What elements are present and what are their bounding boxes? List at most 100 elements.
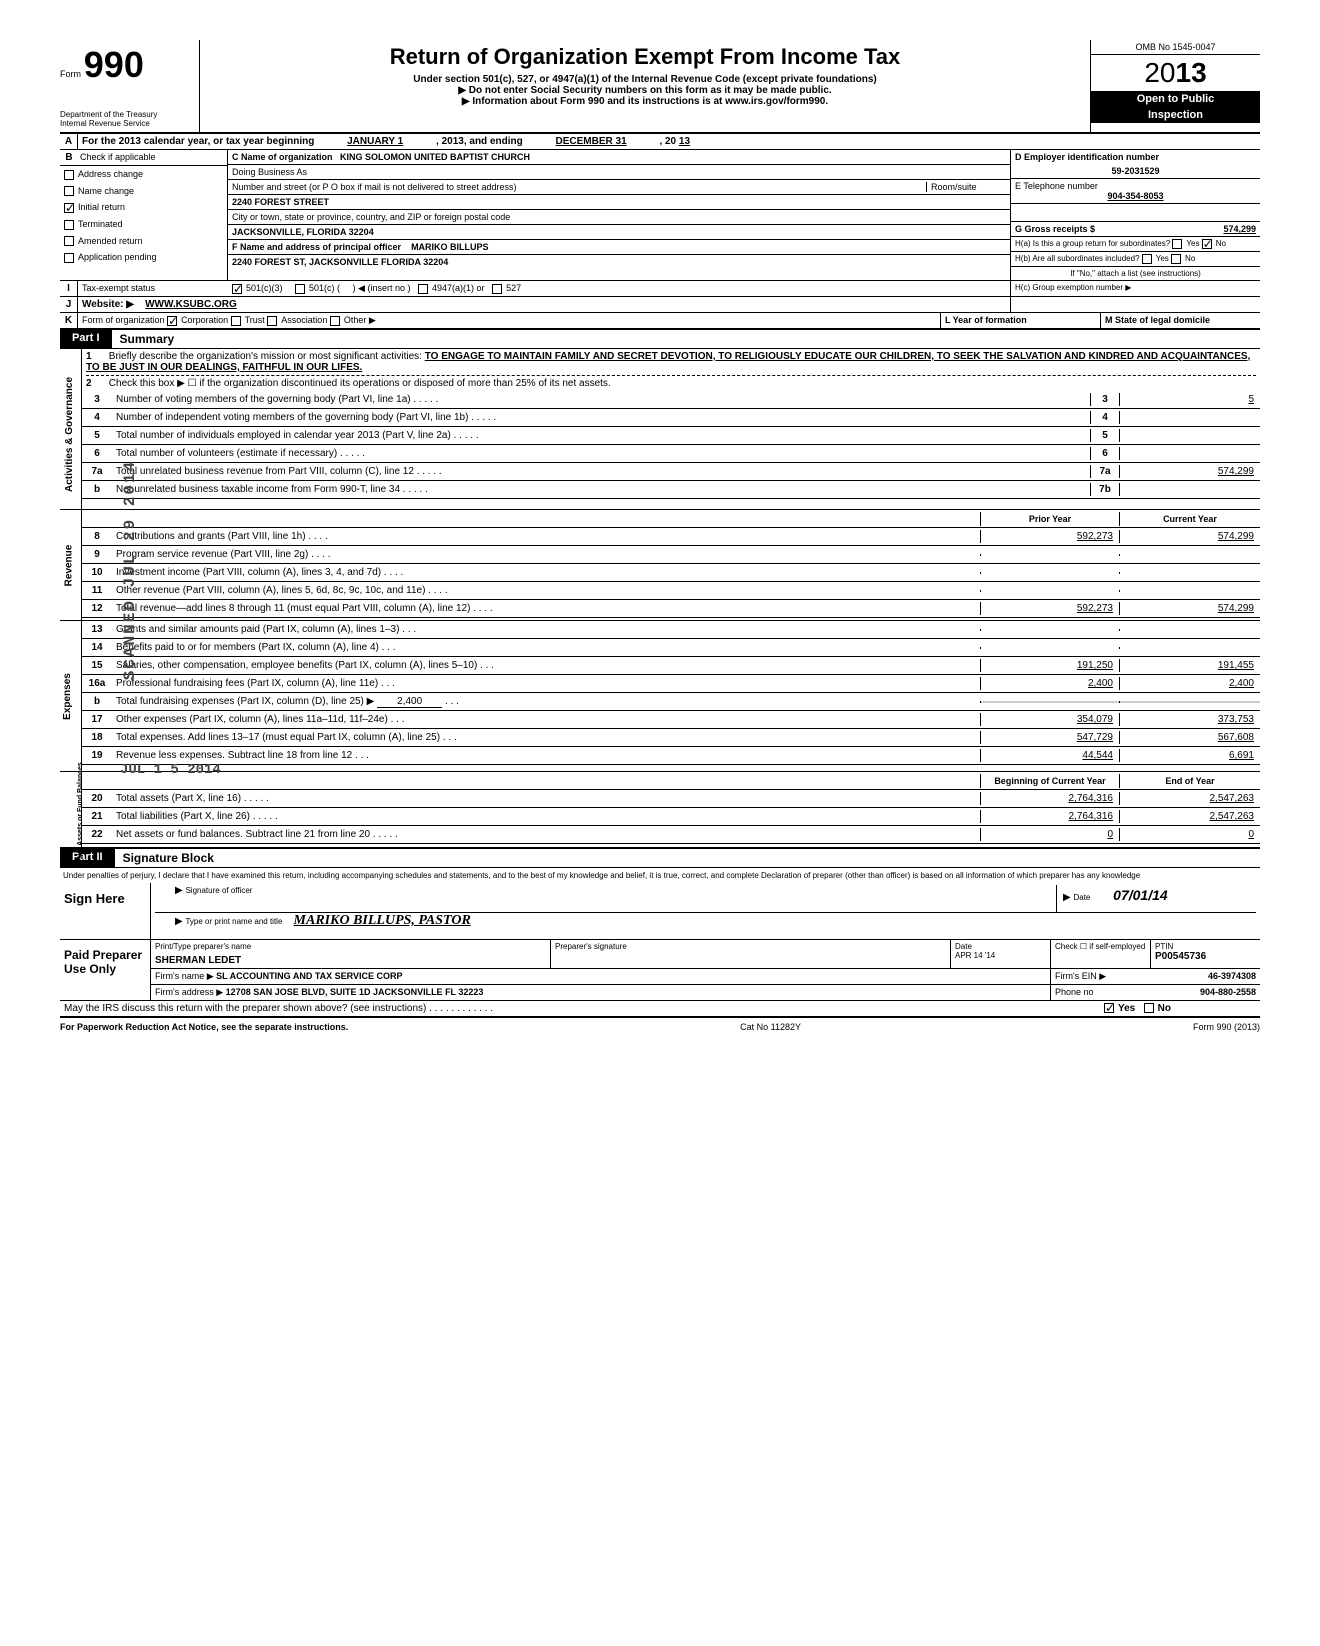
sig-officer-label: Signature of officer — [185, 886, 252, 895]
part-2-header: Part II Signature Block — [60, 849, 1260, 868]
type-name-label: Type or print name and title — [185, 917, 282, 926]
line-11: 11 Other revenue (Part VIII, column (A),… — [82, 582, 1260, 600]
cb-501c3[interactable] — [232, 284, 242, 294]
year-prefix: 20 — [1144, 57, 1175, 88]
letter-i: I — [60, 281, 78, 296]
city-label: City or town, state or province, country… — [228, 210, 1010, 225]
cb-name-change[interactable] — [64, 186, 74, 196]
cb-other[interactable] — [330, 316, 340, 326]
ha-yes: Yes — [1186, 239, 1199, 248]
sign-here-label: Sign Here — [64, 891, 146, 906]
line-14: 14 Benefits paid to or for members (Part… — [82, 639, 1260, 657]
line-b: b Net unrelated business taxable income … — [82, 481, 1260, 499]
line2-num: 2 — [86, 378, 106, 389]
firm-addr-label: Firm's address ▶ — [155, 987, 223, 997]
cb-terminated[interactable] — [64, 220, 74, 230]
cb-ha-yes[interactable] — [1172, 239, 1182, 249]
line-3: 3 Number of voting members of the govern… — [82, 391, 1260, 409]
cb-4947[interactable] — [418, 284, 428, 294]
line-22: 22 Net assets or fund balances. Subtract… — [82, 826, 1260, 844]
cb-527[interactable] — [492, 284, 502, 294]
paid-preparer-row: Paid Preparer Use Only Print/Type prepar… — [60, 940, 1260, 1001]
cb-app-pending[interactable] — [64, 253, 74, 263]
lbl-amended: Amended return — [78, 236, 143, 246]
year-suffix: , 20 — [659, 136, 676, 147]
part1-title: Summary — [112, 330, 183, 348]
entity-block: B Check if applicable Address change Nam… — [60, 150, 1260, 281]
cb-hb-no[interactable] — [1171, 254, 1181, 264]
cb-discuss-yes[interactable] — [1104, 1003, 1114, 1013]
paid-prep-label: Paid Preparer Use Only — [64, 948, 146, 976]
firm-phone: 904-880-2558 — [1200, 987, 1256, 997]
room-label: Room/suite — [926, 182, 1006, 192]
line-9: 9 Program service revenue (Part VIII, li… — [82, 546, 1260, 564]
governance-section: Activities & Governance 1 Briefly descri… — [60, 349, 1260, 510]
line-b: b Total fundraising expenses (Part IX, c… — [82, 693, 1260, 711]
year-mid: , 2013, and ending — [436, 136, 523, 147]
opt-501c3: 501(c)(3) — [246, 283, 283, 293]
letter-b: B — [60, 150, 78, 165]
line1-text: Briefly describe the organization's miss… — [109, 351, 422, 362]
hb-yes: Yes — [1156, 254, 1169, 263]
discuss-no: No — [1158, 1003, 1171, 1014]
subtitle-2: ▶ Do not enter Social Security numbers o… — [210, 85, 1080, 96]
sign-here-row: Sign Here ▶ Signature of officer ▶ Date … — [60, 883, 1260, 940]
org-name: KING SOLOMON UNITED BAPTIST CHURCH — [340, 152, 530, 162]
sig-date: 07/01/14 — [1093, 887, 1168, 903]
letter-j: J — [60, 297, 78, 312]
line-4: 4 Number of independent voting members o… — [82, 409, 1260, 427]
form-label: Form — [60, 69, 81, 79]
dba-label: Doing Business As — [228, 165, 1010, 180]
irs-label: Internal Revenue Service — [60, 119, 191, 128]
lbl-initial-return: Initial return — [78, 202, 125, 212]
opt-527: 527 — [506, 283, 521, 293]
cb-initial-return[interactable] — [64, 203, 74, 213]
website: WWW.KSUBC.ORG — [145, 299, 237, 310]
end-year-label: End of Year — [1120, 774, 1260, 788]
letter-k: K — [60, 313, 78, 328]
cb-hb-yes[interactable] — [1142, 254, 1152, 264]
cb-trust[interactable] — [231, 316, 241, 326]
firm-addr: 12708 SAN JOSE BLVD, SUITE 1D JACKSONVIL… — [226, 987, 484, 997]
cb-discuss-no[interactable] — [1144, 1003, 1154, 1013]
discuss-yes: Yes — [1118, 1003, 1135, 1014]
i-label: Tax-exempt status — [78, 281, 228, 296]
cb-ha-no[interactable] — [1202, 239, 1212, 249]
year-bold: 13 — [1176, 57, 1207, 88]
cb-amended[interactable] — [64, 236, 74, 246]
line-7a: 7a Total unrelated business revenue from… — [82, 463, 1260, 481]
footer-center: Cat No 11282Y — [740, 1022, 801, 1032]
lbl-terminated: Terminated — [78, 219, 123, 229]
line-12: 12 Total revenue—add lines 8 through 11 … — [82, 600, 1260, 618]
cb-501c[interactable] — [295, 284, 305, 294]
line2-text: Check this box ▶ ☐ if the organization d… — [109, 378, 611, 389]
officer-name-typed: MARIKO BILLUPS, PASTOR — [294, 913, 471, 928]
part-1-header: Part I Summary — [60, 330, 1260, 349]
officer-addr: 2240 FOREST ST, JACKSONVILLE FLORIDA 322… — [228, 255, 1010, 269]
footer: For Paperwork Reduction Act Notice, see … — [60, 1018, 1260, 1032]
vert-governance: Activities & Governance — [64, 377, 75, 492]
phone-label: Phone no — [1055, 987, 1094, 997]
inspection: Inspection — [1091, 107, 1260, 123]
irs-discuss-text: May the IRS discuss this return with the… — [64, 1003, 426, 1014]
year-begin: JANUARY 1 — [317, 136, 433, 147]
ptin-label: PTIN — [1155, 942, 1256, 951]
opt-other: Other ▶ — [344, 315, 376, 325]
part2-title: Signature Block — [115, 849, 222, 867]
cb-address-change[interactable] — [64, 170, 74, 180]
prep-name-label: Print/Type preparer's name — [155, 942, 546, 951]
opt-trust: Trust — [245, 315, 265, 325]
cb-assoc[interactable] — [267, 316, 277, 326]
cb-corp[interactable] — [167, 316, 177, 326]
form-title: Return of Organization Exempt From Incom… — [210, 44, 1080, 70]
subtitle-1: Under section 501(c), 527, or 4947(a)(1)… — [210, 74, 1080, 85]
opt-corp: Corporation — [181, 315, 228, 325]
hb-no: No — [1185, 254, 1195, 263]
subtitle-3: ▶ Information about Form 990 and its ins… — [210, 96, 1080, 107]
revenue-section: Revenue Prior Year Current Year 8 Contri… — [60, 510, 1260, 621]
city-addr: JACKSONVILLE, FLORIDA 32204 — [228, 225, 1010, 240]
tax-year: 2013 — [1091, 55, 1260, 91]
prep-name: SHERMAN LEDET — [155, 951, 546, 966]
footer-right: Form 990 (2013) — [1193, 1022, 1260, 1032]
prep-sig-label: Preparer's signature — [550, 940, 950, 968]
